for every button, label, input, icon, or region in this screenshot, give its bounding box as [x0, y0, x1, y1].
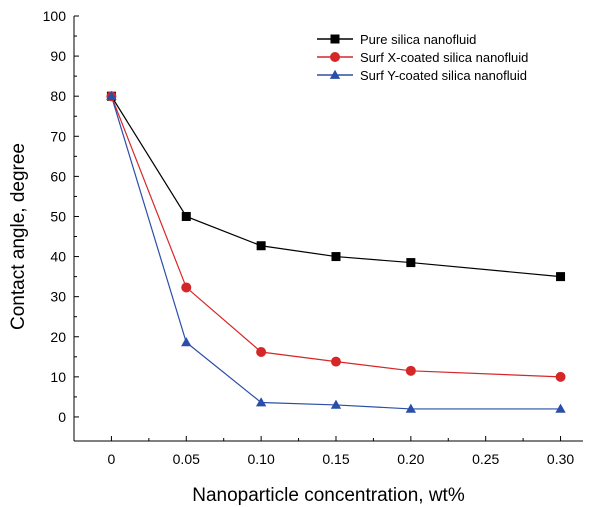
legend-label-3: Surf Y-coated silica nanofluid [360, 68, 527, 83]
data-point-series-1 [556, 272, 566, 282]
series-markers [106, 90, 566, 413]
y-tick-label: 100 [43, 8, 67, 24]
data-point-series-3 [405, 403, 417, 413]
y-tick-label: 70 [50, 128, 66, 144]
y-tick-label: 90 [50, 48, 66, 64]
x-tick-label: 0 [108, 451, 116, 467]
data-point-series-1 [406, 258, 416, 268]
data-point-series-3 [181, 337, 192, 347]
series-line-2 [110, 95, 561, 378]
y-tick-label: 30 [50, 289, 66, 305]
data-point-series-1 [331, 252, 341, 262]
data-point-series-2 [405, 365, 416, 376]
data-point-series-1 [256, 241, 266, 251]
series-line-1 [110, 95, 561, 278]
data-point-series-2 [555, 371, 566, 382]
y-tick-label: 60 [50, 168, 66, 184]
legend: Pure silica nanofluid Surf X-coated silic… [317, 32, 528, 83]
data-point-series-3 [106, 90, 117, 101]
series-line-3 [110, 96, 561, 410]
y-tick-label: 10 [50, 369, 66, 385]
x-tick-label: 0.15 [322, 451, 349, 467]
y-tick-label: 80 [50, 88, 66, 104]
y-tick-label: 20 [50, 329, 66, 345]
data-point-series-3 [255, 397, 267, 407]
y-axis-title: Contact angle, degree [8, 143, 29, 330]
legend-label-2: Surf X-coated silica nanofluid [360, 50, 528, 65]
y-tick-label: 40 [50, 249, 66, 265]
data-point-series-2 [256, 346, 267, 357]
x-tick-label: 0.25 [472, 451, 499, 467]
series-lines [110, 95, 561, 410]
data-point-series-3 [330, 399, 342, 409]
y-tick-label: 50 [50, 208, 66, 224]
data-point-series-1 [181, 211, 191, 221]
data-point-series-3 [555, 403, 566, 413]
legend-marker-2 [330, 52, 340, 62]
x-tick-label: 0.05 [173, 451, 200, 467]
data-point-series-2 [181, 282, 192, 293]
x-axis-title: Nanoparticle concentration, wt% [192, 485, 465, 506]
data-point-series-2 [330, 356, 341, 367]
legend-label-1: Pure silica nanofluid [360, 32, 476, 47]
y-tick-label: 0 [58, 409, 66, 425]
x-tick-label: 0.30 [547, 451, 574, 467]
x-tick-label: 0.20 [397, 451, 424, 467]
legend-marker-3 [329, 69, 341, 79]
legend-marker-1 [330, 34, 340, 44]
axes: 0 10 20 30 40 50 60 70 80 90 100 0 0.05 0.10 0.15 0.20 0… [43, 8, 583, 467]
x-tick-label: 0.10 [248, 451, 275, 467]
